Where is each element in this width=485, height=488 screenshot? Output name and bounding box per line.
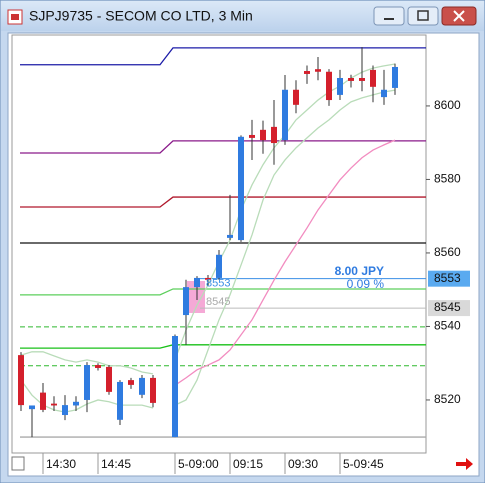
- candle-body: [84, 365, 90, 400]
- reference-price-label: 8545: [434, 300, 461, 314]
- candle-body: [51, 403, 57, 406]
- y-tick-label: 8540: [434, 319, 461, 333]
- scroll-arrow[interactable]: [456, 458, 473, 470]
- candle-body: [337, 78, 343, 95]
- candle-body: [62, 405, 68, 416]
- reference-price-tag: 8545: [206, 296, 230, 308]
- level-line: [20, 140, 426, 154]
- candle-body: [238, 136, 244, 241]
- plot-area: [11, 34, 427, 454]
- level-line: [20, 196, 426, 208]
- candle-body: [260, 129, 266, 141]
- window-title: SJPJ9735 - SECOM CO LTD, 3 Min: [29, 8, 253, 24]
- level-line: [20, 47, 426, 66]
- candle-body: [183, 287, 189, 316]
- candle-body: [194, 277, 200, 288]
- last-price-box: [428, 270, 470, 287]
- candle-body: [73, 401, 79, 406]
- candle-body: [326, 71, 332, 101]
- candle-body: [172, 336, 178, 438]
- y-tick-label: 8560: [434, 245, 461, 259]
- plot: 8520 8540 8560 8580 8600 14:30 14:45 5-09:00 09:…: [18, 47, 470, 474]
- level-line: [20, 288, 426, 296]
- window-buttons: [373, 6, 477, 26]
- last-price-tag: 8553: [206, 278, 230, 290]
- candle-body: [205, 277, 211, 280]
- scroll-box[interactable]: [11, 456, 25, 471]
- candle-body: [216, 254, 222, 278]
- y-tick-label: 8580: [434, 172, 461, 186]
- x-tick-label: 14:30: [46, 457, 76, 471]
- x-tick-label: 09:15: [233, 457, 263, 471]
- close-icon: [453, 10, 465, 22]
- x-tick-label: 09:30: [288, 457, 318, 471]
- app-icon-mark: [11, 14, 19, 20]
- candle-body: [271, 126, 277, 144]
- y-tick-label: 8600: [434, 98, 461, 112]
- candle-body: [293, 89, 299, 105]
- candle-body: [29, 405, 35, 410]
- last-price-label: 8553: [434, 271, 461, 285]
- candle-body: [315, 69, 321, 72]
- candle-body: [40, 392, 46, 410]
- candle-body: [249, 134, 255, 138]
- candle-body: [227, 234, 233, 238]
- y-tick-label: 8520: [434, 392, 461, 406]
- maximize-icon: [417, 10, 429, 21]
- candle-body: [370, 69, 376, 87]
- x-tick-label: 5-09:45: [343, 457, 384, 471]
- candle-body: [381, 89, 387, 98]
- maximize-button[interactable]: [407, 6, 439, 26]
- candle-body: [392, 66, 398, 88]
- candle-body: [106, 366, 112, 392]
- candle-body: [282, 89, 288, 141]
- moving-average: [174, 139, 396, 386]
- candle-body: [150, 377, 156, 403]
- x-tick-label: 14:45: [101, 457, 131, 471]
- level-line: [20, 344, 426, 349]
- candle-body: [117, 381, 123, 420]
- candle-body: [18, 355, 24, 406]
- candle-body: [359, 78, 365, 81]
- candle-body: [95, 365, 101, 368]
- change-value: 8.00 JPY: [335, 264, 384, 278]
- candle-body: [348, 78, 354, 81]
- candle-body: [128, 380, 134, 385]
- candle-body: [139, 377, 145, 395]
- x-tick-label: 5-09:00: [178, 457, 219, 471]
- minimize-button[interactable]: [373, 6, 405, 26]
- candle-body: [304, 71, 310, 74]
- change-percent: 0.09 %: [347, 277, 385, 291]
- reference-price-box: [428, 300, 470, 317]
